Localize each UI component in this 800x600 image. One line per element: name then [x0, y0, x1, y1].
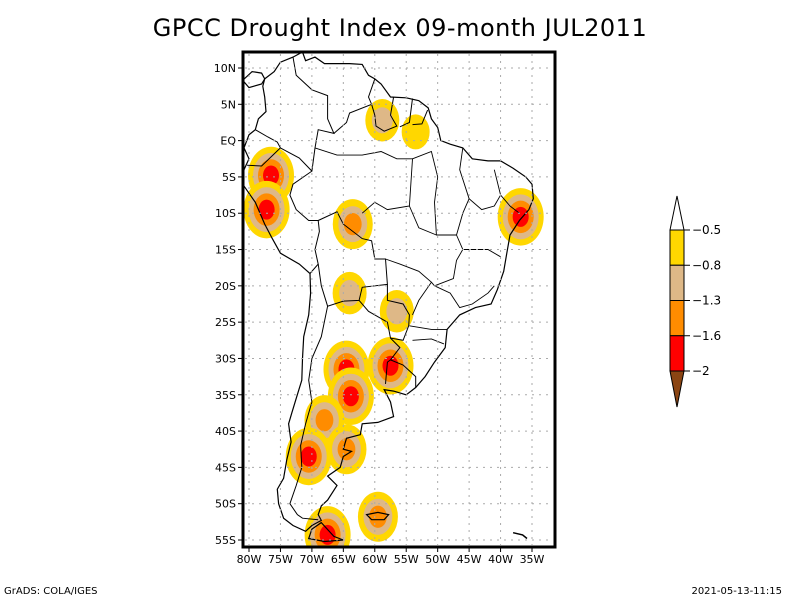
colorbar-label: −0.8 — [692, 258, 721, 272]
y-tick-label: 55S — [215, 534, 236, 547]
drought-region-paraguay-east — [379, 290, 414, 333]
colorbar-label: −0.5 — [692, 223, 721, 237]
state-border — [412, 338, 445, 345]
y-tick-label: 5S — [222, 171, 236, 184]
drought-contour — [386, 298, 408, 325]
colorbar-legend: −0.5 −0.8 −1.3 −1.6 −2 — [669, 195, 721, 408]
drought-contour — [382, 355, 399, 376]
colorbar-segment — [669, 229, 685, 266]
colorbar-segment — [669, 335, 685, 372]
drought-region-chubut — [285, 427, 332, 486]
country-border — [280, 147, 320, 274]
state-border — [459, 147, 502, 211]
grid-layer — [245, 54, 553, 545]
tierra-del-fuego-coastline — [307, 521, 344, 543]
y-tick-label: 30S — [215, 352, 236, 365]
drought-contour — [263, 165, 280, 186]
country-border — [289, 306, 329, 521]
drought-contour — [512, 206, 529, 227]
south-georgia-coastline — [512, 531, 528, 540]
country-border — [385, 359, 391, 384]
y-tick-label: 15S — [215, 244, 236, 257]
y-tick-label: 35S — [215, 389, 236, 402]
drought-contour — [258, 199, 275, 220]
colorbar-segment — [669, 264, 685, 301]
y-tick-label: 20S — [215, 280, 236, 293]
y-tick-label: 50S — [215, 498, 236, 511]
drought-region-falklands — [357, 491, 398, 542]
chart-title: GPCC Drought Index 09-month JUL2011 — [152, 14, 648, 42]
state-border — [434, 285, 495, 309]
country-border — [399, 98, 413, 128]
y-tick-label: 10N — [214, 62, 236, 75]
state-border — [412, 150, 470, 236]
x-tick-label: 80W — [237, 553, 262, 566]
drought-region-tierra-del-fuego — [304, 506, 351, 547]
y-tick-label: 45S — [215, 461, 236, 474]
y-tick-label: EQ — [220, 135, 236, 148]
footer-timestamp: 2021-05-13-11:15 — [691, 586, 782, 597]
state-border — [431, 234, 464, 287]
state-border — [409, 325, 448, 330]
country-border — [333, 78, 376, 134]
y-tick-label: 5N — [221, 98, 236, 111]
drought-contour — [315, 409, 334, 432]
y-tick-label: 10S — [215, 207, 236, 220]
x-tick-label: 60W — [362, 553, 387, 566]
drought-contour — [337, 438, 356, 461]
colorbar-bottom-arrow — [669, 370, 685, 408]
colorbar-label: −1.6 — [692, 329, 721, 343]
country-border — [412, 109, 429, 126]
x-tick-label: 50W — [425, 553, 450, 566]
drought-region-amazon-south — [332, 199, 373, 250]
drought-fill-layer — [243, 99, 544, 547]
country-border — [371, 96, 398, 132]
state-border — [462, 249, 501, 258]
x-tick-label: 55W — [394, 553, 419, 566]
drought-region-valdes — [326, 424, 367, 475]
country-border — [247, 129, 282, 167]
y-tick-label: 40S — [215, 425, 236, 438]
country-border — [292, 57, 335, 172]
colorbar-top-arrow — [669, 195, 685, 231]
x-tick-label: 40W — [488, 553, 513, 566]
colorbar-label: −1.3 — [692, 294, 721, 308]
x-tick-label: 45W — [457, 553, 482, 566]
state-border — [408, 205, 437, 236]
drought-region-bahia-coast — [497, 188, 544, 246]
falklands-coastline — [365, 511, 390, 521]
state-border — [314, 147, 413, 214]
footer-credit: GrADS: COLA/IGES — [4, 586, 98, 597]
drought-region-uruguay-north — [367, 336, 414, 395]
coastline-layer — [243, 52, 534, 543]
drought-contour — [339, 280, 361, 307]
x-tick-label: 65W — [331, 553, 356, 566]
country-border — [389, 337, 417, 388]
central-america-coastline — [243, 70, 266, 89]
country-border — [317, 211, 388, 307]
y-axis: 10N 5N EQ 5S 10S 15S 20S 25S 30S 35S 40S 45S 50S 55S — [214, 62, 243, 547]
country-border — [358, 284, 410, 341]
drought-contour — [369, 505, 387, 528]
drought-contour — [343, 213, 362, 236]
x-tick-label: 70W — [299, 553, 324, 566]
drought-region-guyana — [365, 99, 400, 142]
drought-region-bolivia-lowlands — [332, 271, 367, 315]
y-tick-label: 25S — [215, 316, 236, 329]
x-tick-label: 75W — [268, 553, 293, 566]
map-frame — [241, 50, 557, 549]
drought-contour — [300, 446, 317, 467]
drought-region-peru-central — [243, 180, 290, 239]
x-axis: 80W 75W 70W 65W 60W 55W 50W 45W 40W 35W — [237, 547, 545, 566]
colorbar-label: −2 — [692, 364, 710, 378]
drought-contour — [342, 386, 359, 407]
state-border — [385, 258, 432, 316]
colorbar-segment — [669, 300, 685, 337]
x-tick-label: 35W — [520, 553, 545, 566]
state-border — [500, 194, 520, 214]
